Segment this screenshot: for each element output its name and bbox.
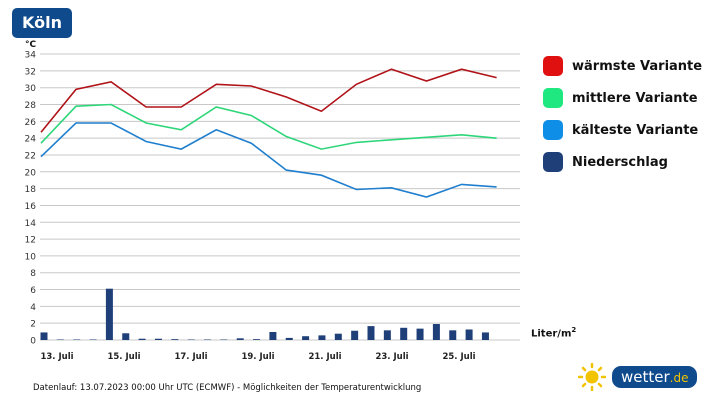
legend-swatch-cold — [543, 120, 563, 140]
precip-unit: Liter/m2 — [531, 326, 576, 339]
y-tick-label: 8 — [30, 269, 36, 279]
y-tick-label: 20 — [25, 168, 37, 178]
x-tick-label: 17. Juli — [174, 352, 207, 362]
logo-text: wetter.de — [612, 366, 698, 388]
x-tick-label: 23. Juli — [375, 352, 408, 362]
precip-bar — [465, 329, 473, 340]
y-tick-label: 4 — [30, 303, 36, 313]
legend-label: Niederschlag — [572, 154, 668, 170]
precip-bar — [187, 339, 195, 340]
series-line-0 — [40, 68, 497, 133]
precip-bar — [416, 328, 424, 340]
precip-bar — [105, 288, 113, 340]
precip-bar — [154, 338, 162, 340]
precip-bar — [449, 330, 457, 340]
precip-bar — [56, 339, 64, 340]
legend-label: mittlere Variante — [572, 90, 698, 106]
y-tick-label: 32 — [25, 67, 36, 77]
precip-bar — [481, 332, 489, 340]
logo-main: wetter — [621, 368, 670, 386]
legend: wärmste Variante mittlere Variante kälte… — [543, 50, 702, 178]
y-tick-label: 6 — [30, 286, 36, 296]
precip-bar — [367, 326, 375, 340]
unit-sup: 2 — [571, 326, 577, 334]
legend-cold: kälteste Variante — [543, 114, 702, 146]
precip-bar — [383, 330, 391, 340]
wetter-logo[interactable]: wetter.de — [578, 363, 698, 391]
y-tick-label: 10 — [25, 252, 37, 262]
x-tick-label: 25. Juli — [442, 352, 475, 362]
y-tick-label: 26 — [25, 118, 37, 128]
legend-swatch-precip — [543, 152, 563, 172]
precip-bar — [220, 339, 228, 340]
precip-bar — [40, 332, 48, 340]
y-tick-label: 30 — [25, 84, 37, 94]
legend-precip: Niederschlag — [543, 146, 702, 178]
legend-mid: mittlere Variante — [543, 82, 702, 114]
y-tick-label: 12 — [25, 236, 36, 246]
legend-swatch-warm — [543, 56, 563, 76]
y-tick-label: 34 — [25, 51, 37, 61]
y-tick-label: 18 — [25, 185, 37, 195]
logo-tld: .de — [669, 371, 689, 385]
x-tick-label: 19. Juli — [241, 352, 274, 362]
precip-bar — [236, 338, 244, 340]
precip-bar — [138, 338, 146, 340]
precip-bar — [432, 324, 440, 340]
legend-label: kälteste Variante — [572, 122, 699, 138]
precip-bar — [318, 335, 326, 340]
legend-warm: wärmste Variante — [543, 50, 702, 82]
x-tick-label: 21. Juli — [308, 352, 341, 362]
precip-bar — [122, 333, 130, 340]
precip-bar — [269, 332, 277, 340]
precip-bar — [400, 327, 408, 340]
precip-bar — [171, 339, 179, 340]
legend-label: wärmste Variante — [572, 58, 703, 74]
y-tick-label: 14 — [25, 219, 37, 229]
x-tick-label: 15. Juli — [107, 352, 140, 362]
y-tick-label: 28 — [25, 101, 37, 111]
x-tick-label: 13. Juli — [40, 352, 73, 362]
precip-bar — [73, 339, 81, 340]
y-tick-label: 24 — [25, 135, 37, 145]
precip-bar — [89, 339, 97, 340]
city-title: Köln — [12, 8, 72, 38]
precip-bar — [351, 330, 359, 340]
precip-bar — [204, 339, 211, 340]
sun-icon — [578, 363, 606, 391]
y-axis-unit: °C — [25, 40, 37, 50]
y-tick-label: 0 — [30, 337, 36, 347]
legend-swatch-mid — [543, 88, 563, 108]
unit-text: Liter/m — [531, 328, 572, 340]
footer-note: Datenlauf: 13.07.2023 00:00 Uhr UTC (ECM… — [33, 383, 422, 393]
precip-bar — [285, 337, 293, 340]
precip-bar — [334, 333, 342, 340]
y-tick-label: 16 — [25, 202, 37, 212]
y-tick-label: 2 — [30, 320, 36, 330]
precip-bar — [253, 339, 261, 340]
series-line-1 — [40, 103, 497, 150]
y-tick-label: 22 — [25, 151, 36, 161]
precip-bar — [302, 336, 310, 340]
series-line-2 — [40, 122, 497, 198]
